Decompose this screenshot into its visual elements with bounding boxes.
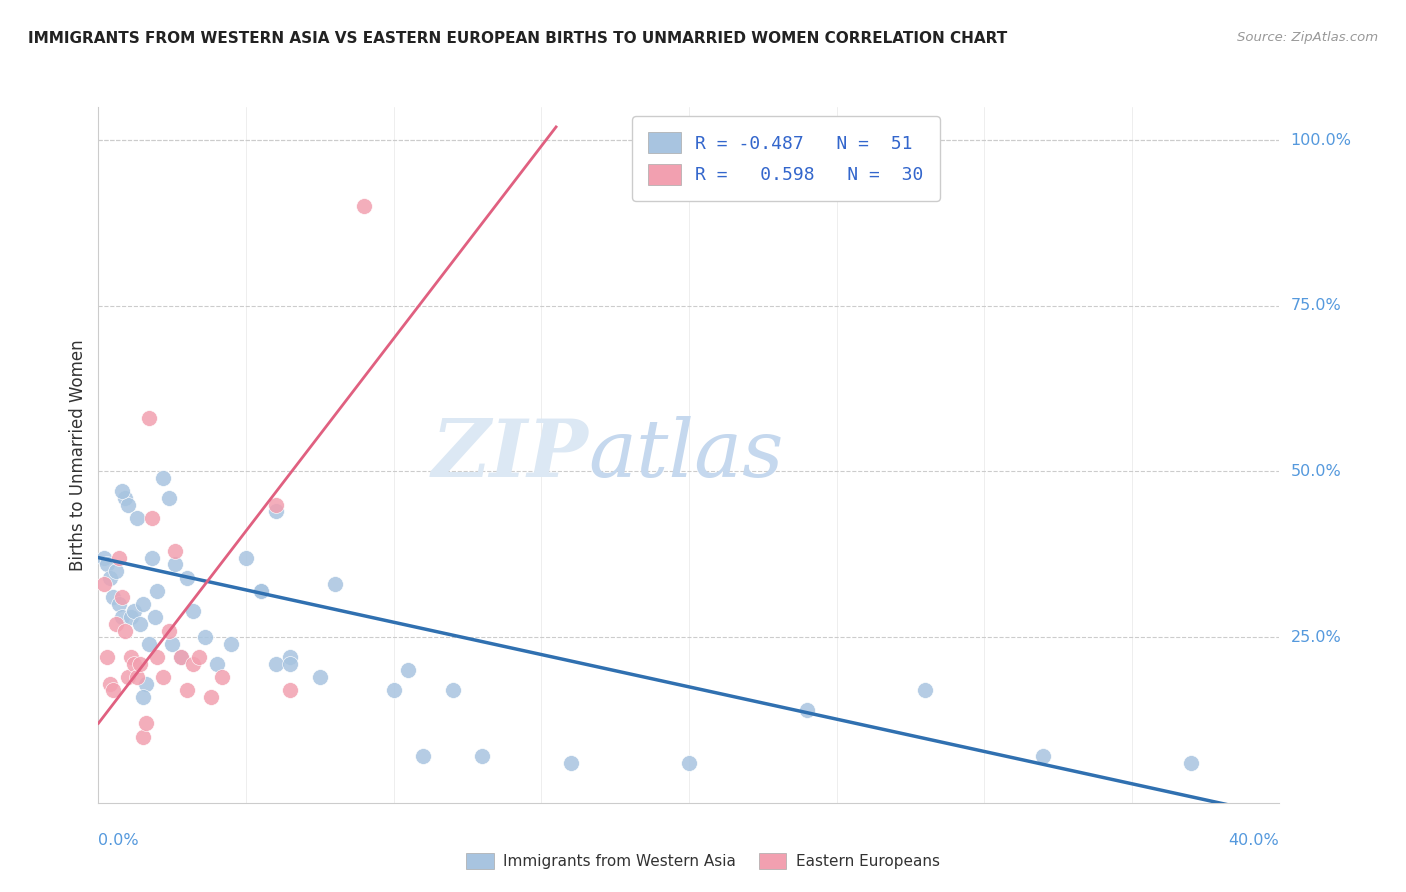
Point (165, 544, 187, 558)
Text: Source: ZipAtlas.com: Source: ZipAtlas.com (1237, 31, 1378, 45)
Point (152, 670, 174, 684)
Text: 75.0%: 75.0% (1291, 298, 1341, 313)
Point (211, 670, 233, 684)
Point (187, 650, 209, 665)
Point (105, 564, 128, 578)
Point (93, 550, 115, 565)
Point (264, 498, 287, 512)
Point (181, 604, 204, 618)
Point (382, 683, 405, 698)
Text: 40.0%: 40.0% (1229, 833, 1279, 848)
Point (96, 650, 118, 665)
Point (309, 670, 332, 684)
Point (264, 657, 287, 671)
Point (250, 583, 273, 598)
Point (280, 657, 302, 671)
Point (353, 199, 375, 213)
Point (162, 637, 183, 651)
Point (176, 683, 198, 698)
Point (135, 676, 157, 690)
Point (141, 550, 163, 565)
Point (132, 597, 155, 611)
Point (170, 650, 193, 665)
Point (235, 550, 257, 565)
Point (132, 730, 155, 744)
Point (111, 610, 134, 624)
Point (93, 577, 115, 591)
Point (138, 637, 160, 651)
Point (157, 491, 180, 505)
Point (1180, 756, 1202, 770)
Point (108, 550, 131, 565)
Point (678, 756, 700, 770)
Point (132, 690, 155, 704)
Point (103, 683, 125, 698)
Point (141, 511, 163, 525)
Point (135, 716, 157, 731)
Text: ZIP: ZIP (432, 417, 589, 493)
Point (128, 657, 150, 671)
Point (98, 676, 121, 690)
Y-axis label: Births to Unmarried Women: Births to Unmarried Women (69, 339, 87, 571)
Legend: R = -0.487   N =  51, R =   0.598   N =  30: R = -0.487 N = 51, R = 0.598 N = 30 (631, 116, 939, 201)
Point (560, 756, 582, 770)
Text: 25.0%: 25.0% (1291, 630, 1341, 645)
Point (205, 657, 228, 671)
Point (471, 749, 494, 764)
Point (796, 703, 818, 717)
Point (146, 583, 169, 598)
Point (117, 670, 139, 684)
Point (98, 570, 121, 584)
Point (120, 610, 142, 624)
Point (323, 577, 346, 591)
Point (111, 484, 134, 499)
Point (122, 604, 145, 618)
Point (221, 637, 243, 651)
Point (152, 471, 174, 485)
Point (128, 616, 150, 631)
Point (114, 491, 136, 505)
Text: atlas: atlas (589, 417, 785, 493)
Point (280, 650, 302, 665)
Point (176, 570, 198, 584)
Point (181, 657, 204, 671)
Point (264, 504, 287, 518)
Point (143, 610, 166, 624)
Point (412, 749, 434, 764)
Point (157, 624, 180, 638)
Point (138, 411, 160, 425)
Text: IMMIGRANTS FROM WESTERN ASIA VS EASTERN EUROPEAN BIRTHS TO UNMARRIED WOMEN CORRE: IMMIGRANTS FROM WESTERN ASIA VS EASTERN … (28, 31, 1007, 46)
Point (170, 650, 193, 665)
Point (200, 690, 222, 704)
Point (103, 591, 125, 605)
Point (120, 650, 142, 665)
Text: 50.0%: 50.0% (1291, 464, 1341, 479)
Point (194, 630, 217, 644)
Point (111, 591, 134, 605)
Point (114, 624, 136, 638)
Legend: Immigrants from Western Asia, Eastern Europeans: Immigrants from Western Asia, Eastern Eu… (460, 847, 946, 875)
Point (117, 498, 139, 512)
Point (105, 616, 128, 631)
Point (146, 650, 169, 665)
Point (165, 558, 187, 572)
Point (125, 511, 148, 525)
Point (108, 597, 131, 611)
Point (250, 583, 273, 598)
Point (914, 683, 936, 698)
Point (441, 683, 464, 698)
Point (398, 663, 420, 677)
Point (125, 670, 148, 684)
Point (122, 657, 145, 671)
Point (1032, 749, 1054, 764)
Text: 100.0%: 100.0% (1291, 133, 1351, 148)
Text: 0.0%: 0.0% (98, 833, 139, 848)
Point (96, 558, 118, 572)
Point (280, 683, 302, 698)
